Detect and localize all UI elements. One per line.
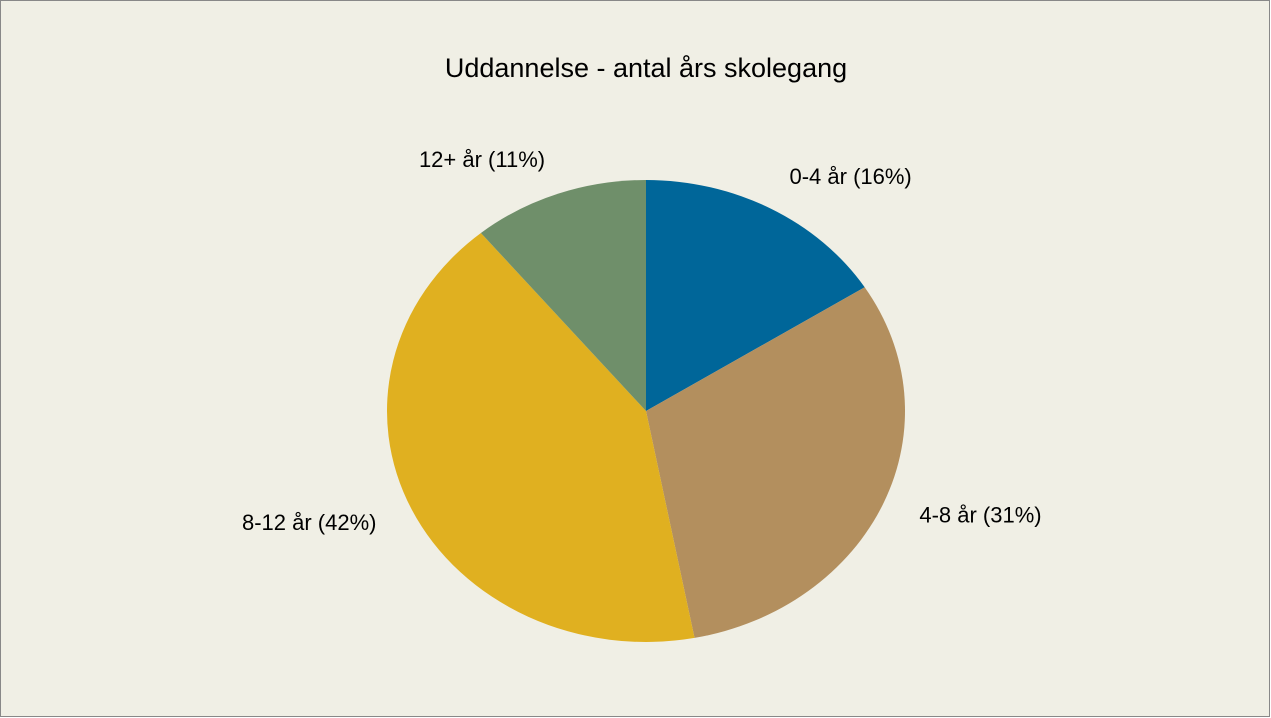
chart-title: Uddannelse - antal års skolegang (445, 53, 847, 83)
pie-slice (387, 233, 695, 642)
slice-label: 4-8 år (31%) (919, 502, 1041, 527)
slice-label: 0-4 år (16%) (789, 164, 911, 189)
pie-slice (480, 180, 646, 411)
slice-label: 8-12 år (42%) (242, 510, 377, 535)
pie-slice (646, 180, 865, 411)
slice-label: 12+ år (11%) (419, 147, 545, 172)
pie-slice (646, 287, 905, 638)
